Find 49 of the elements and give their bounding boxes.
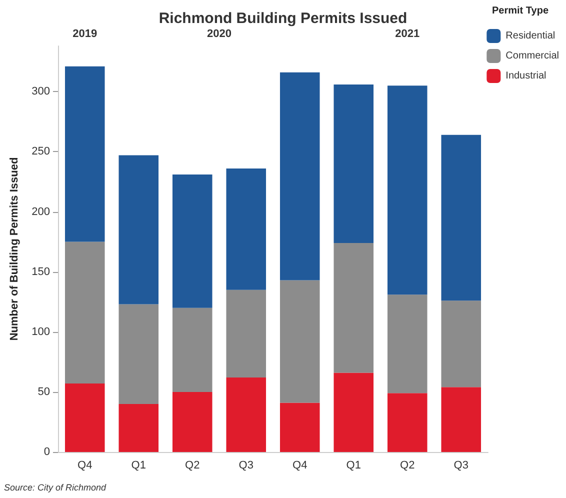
bar [64,384,105,452]
y-tick-label: 250 [32,146,50,158]
x-tick-label: Q2 [400,460,415,472]
bar [64,242,105,384]
y-tick-label: 300 [32,86,50,98]
bar [441,300,482,388]
bar [334,84,374,243]
legend-title: Permit Type [492,6,549,16]
bar [334,242,374,373]
x-tick-label: Q1 [131,460,146,472]
text: 2021 [395,28,420,40]
bar [387,294,428,394]
x-tick-label: Q4 [78,460,92,472]
bar [441,134,482,301]
y-tick-label: 0 [44,446,50,458]
x-tick-label: Q2 [185,460,200,472]
bar [118,404,159,452]
bar [172,174,212,308]
bar [441,387,482,452]
legend-label: Residential [506,30,556,42]
bar [387,393,428,452]
legend-label: Industrial [506,70,546,82]
bar [226,168,266,290]
y-tick-label: 200 [32,206,50,218]
bar [387,86,428,295]
bar [226,378,266,452]
x-tick-label: Q3 [238,460,254,472]
bar [280,280,320,403]
y-tick-label: 100 [32,326,50,338]
source-note: Source: City of Richmond [4,482,108,492]
y-axis-title: Number of Building Permits Issued [8,157,20,341]
bar [280,72,320,280]
x-tick-label: Q1 [346,460,361,472]
text: 2020 [207,28,232,40]
bar [172,392,212,452]
y-tick-label: 150 [32,266,50,278]
bar [118,155,159,304]
x-tick-label: Q3 [454,460,468,472]
bar [334,372,374,452]
bar [172,308,212,392]
bar [226,290,266,378]
bar [64,66,105,242]
text: 2019 [72,28,98,40]
bar [118,304,159,404]
legend-label: Commercial [506,50,560,62]
chart-title: Richmond Building Permits Issued [158,10,408,27]
x-tick-label: Q4 [292,460,308,472]
bar [280,402,320,452]
y-tick-label: 50 [38,386,50,398]
